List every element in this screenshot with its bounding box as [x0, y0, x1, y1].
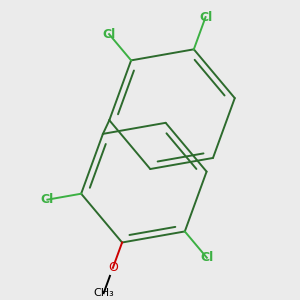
Text: O: O — [108, 261, 118, 274]
Text: Cl: Cl — [102, 28, 116, 40]
Text: Cl: Cl — [200, 251, 214, 264]
Text: Cl: Cl — [199, 11, 212, 24]
Text: Cl: Cl — [41, 193, 54, 206]
Text: CH₃: CH₃ — [93, 288, 114, 298]
